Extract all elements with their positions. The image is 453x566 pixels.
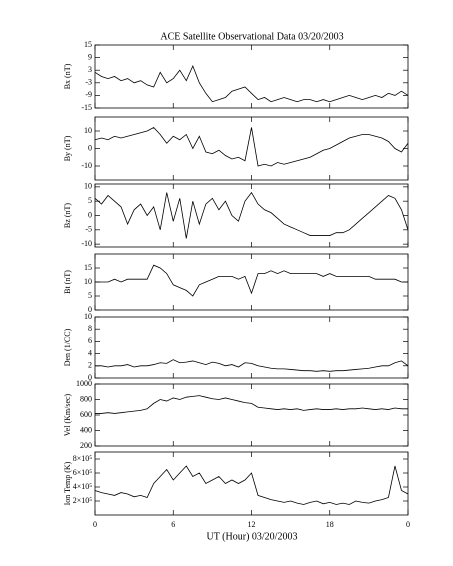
y-tick-label: 3 <box>88 65 92 74</box>
y-tick-label: 2×10⁵ <box>73 496 93 505</box>
data-line <box>95 395 408 414</box>
y-tick-label: 1000 <box>76 379 92 388</box>
y-tick-label: 4×10⁵ <box>73 482 93 491</box>
y-tick-label: 8 <box>88 324 92 333</box>
x-tick-label: 12 <box>248 520 256 529</box>
y-tick-label: 6 <box>88 336 92 345</box>
x-tick-label: 0 <box>93 520 97 529</box>
y-tick-label: 0 <box>88 143 92 152</box>
y-tick-label: 4 <box>88 348 92 357</box>
y-tick-label: 10 <box>84 182 92 191</box>
y-tick-label: 600 <box>80 410 92 419</box>
y-tick-label: -10 <box>81 161 92 170</box>
data-line <box>95 359 409 372</box>
y-axis-label: Bt (nT) <box>63 270 72 294</box>
y-tick-label: 15 <box>84 40 92 49</box>
y-tick-label: 10 <box>84 277 92 286</box>
data-line <box>94 191 409 239</box>
y-axis-label: Den (1/CC) <box>63 328 72 366</box>
y-tick-label: 15 <box>84 263 92 272</box>
data-line <box>94 465 409 505</box>
y-axis-label: Bz (nT) <box>63 203 72 228</box>
y-tick-label: 8×10⁵ <box>73 454 93 463</box>
y-tick-label: 800 <box>80 394 92 403</box>
y-tick-label: 2 <box>88 361 92 370</box>
y-tick-label: 6×10⁵ <box>73 468 93 477</box>
y-axis-label: Bx (nT) <box>63 63 72 89</box>
data-line <box>95 264 408 297</box>
y-tick-label: 0 <box>88 210 92 219</box>
y-tick-label: 10 <box>84 126 92 135</box>
y-tick-label: -5 <box>85 225 92 234</box>
y-tick-label: 400 <box>80 425 92 434</box>
data-line <box>94 64 409 103</box>
chart-title: ACE Satellite Observational Data 03/20/2… <box>160 31 343 42</box>
y-tick-label: 9 <box>88 52 92 61</box>
y-tick-label: 5 <box>88 291 92 300</box>
data-line <box>94 127 409 167</box>
y-axis-label: By (nT) <box>63 135 72 161</box>
x-axis-label: UT (Hour) 03/20/2003 <box>207 531 298 542</box>
y-axis-label: Vel (Km/sec) <box>63 393 72 436</box>
y-tick-label: -10 <box>81 239 92 248</box>
y-axis-label: Ion Temp (K) <box>63 461 72 505</box>
y-tick-label: -15 <box>81 103 92 112</box>
y-tick-label: 5 <box>88 196 92 205</box>
y-tick-label: -3 <box>85 78 92 87</box>
y-tick-label: 10 <box>84 312 92 321</box>
y-tick-label: -9 <box>85 90 92 99</box>
y-tick-label: 0 <box>88 373 92 382</box>
x-tick-label: 0 <box>406 520 410 529</box>
x-tick-label: 18 <box>326 520 334 529</box>
x-tick-label: 6 <box>171 520 175 529</box>
y-tick-label: 200 <box>80 441 92 450</box>
y-tick-label: 0 <box>88 305 92 314</box>
